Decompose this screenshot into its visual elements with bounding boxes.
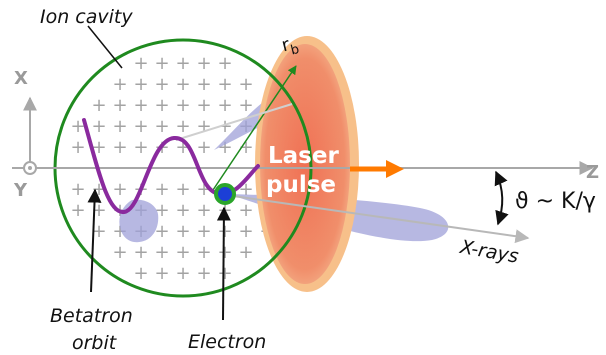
ion-charge-plus: + [217,263,232,284]
electron-label: Electron [188,331,266,353]
ion-charge-plus: + [196,74,211,95]
ion-charge-plus: + [154,95,169,116]
ion-charge-plus: + [154,200,169,221]
ion-charge-plus: + [196,242,211,263]
ion-charge-plus: + [91,137,106,158]
ion-charge-plus: + [217,116,232,137]
y-axis-dot [28,166,32,170]
ion-charge-plus: + [112,74,127,95]
ion-charge-plus: + [175,95,190,116]
y-axis-label: Y [13,180,28,201]
xrays-label: X-rays [458,236,521,268]
angle-arc [494,170,509,226]
ion-charge-plus: + [91,116,106,137]
ion-charge-plus: + [154,242,169,263]
ion-charge-plus: + [196,95,211,116]
ion-charge-plus: + [154,74,169,95]
xray-cone-lower-left [119,199,159,243]
ion-charge-plus: + [196,137,211,158]
ion-charge-plus: + [70,137,85,158]
ion-charge-plus: + [238,95,253,116]
ion-charge-plus: + [238,74,253,95]
ion-charge-plus: + [217,221,232,242]
ion-charge-plus: + [91,221,106,242]
ion-charge-plus: + [112,242,127,263]
xray-direction-line [225,194,530,244]
ion-charge-plus: + [112,179,127,200]
ion-charge-plus: + [133,242,148,263]
ion-charge-plus: + [154,263,169,284]
upper-emission-line [175,103,293,141]
ion-charge-plus: + [217,53,232,74]
ion-charge-plus: + [133,95,148,116]
ion-charge-plus: + [133,74,148,95]
betatron-label-line1: Betatron [50,305,133,327]
ion-charge-plus: + [196,221,211,242]
ion-charge-plus: + [217,95,232,116]
ion-charge-plus: + [238,200,253,221]
ion-charge-plus: + [112,137,127,158]
ion-charge-plus: + [91,95,106,116]
ion-charge-plus: + [175,263,190,284]
ion-charge-plus: + [217,242,232,263]
ion-charge-plus: + [196,263,211,284]
ion-cavity-label: Ion cavity [40,6,133,28]
betatron-label-line2: orbit [72,332,118,354]
ion-charge-plus: + [175,53,190,74]
z-axis-label: Z [586,162,599,183]
laser-label-line2: pulse [266,172,336,198]
electron-pointer [216,206,231,321]
ion-charge-plus: + [112,116,127,137]
ion-charge-plus: + [217,74,232,95]
ion-charge-plus: + [70,200,85,221]
ion-charge-plus: + [175,74,190,95]
ion-charge-plus: + [175,221,190,242]
ion-charge-plus: + [133,53,148,74]
ion-charge-plus: + [70,116,85,137]
ion-charge-plus: + [154,179,169,200]
ion-charge-plus: + [133,116,148,137]
ion-charge-plus: + [238,221,253,242]
x-axis-label: X [14,68,28,89]
ion-charge-plus: + [154,53,169,74]
ion-charge-plus: + [133,263,148,284]
ion-cavity-pointer [87,25,123,69]
laser-pulse [260,44,350,284]
ion-charge-plus: + [238,242,253,263]
propagation-arrowhead [386,160,404,178]
ion-charge-plus: + [70,179,85,200]
ion-charge-plus: + [196,200,211,221]
ion-charge-plus: + [238,137,253,158]
ion-charge-plus: + [175,200,190,221]
ion-charge-plus: + [133,137,148,158]
ion-charge-plus: + [154,221,169,242]
ion-charge-plus: + [112,95,127,116]
radius-arrow [212,65,297,191]
ion-charge-plus: + [154,116,169,137]
ion-charge-plus: + [175,116,190,137]
ion-charge-plus: + [175,179,190,200]
betatron-pointer [87,188,102,293]
ion-charge-plus: + [175,242,190,263]
electron [214,183,236,205]
laser-label-line1: Laser [268,143,339,169]
angle-label: ϑ ~ K/γ [515,189,596,214]
ion-charge-plus: + [196,53,211,74]
